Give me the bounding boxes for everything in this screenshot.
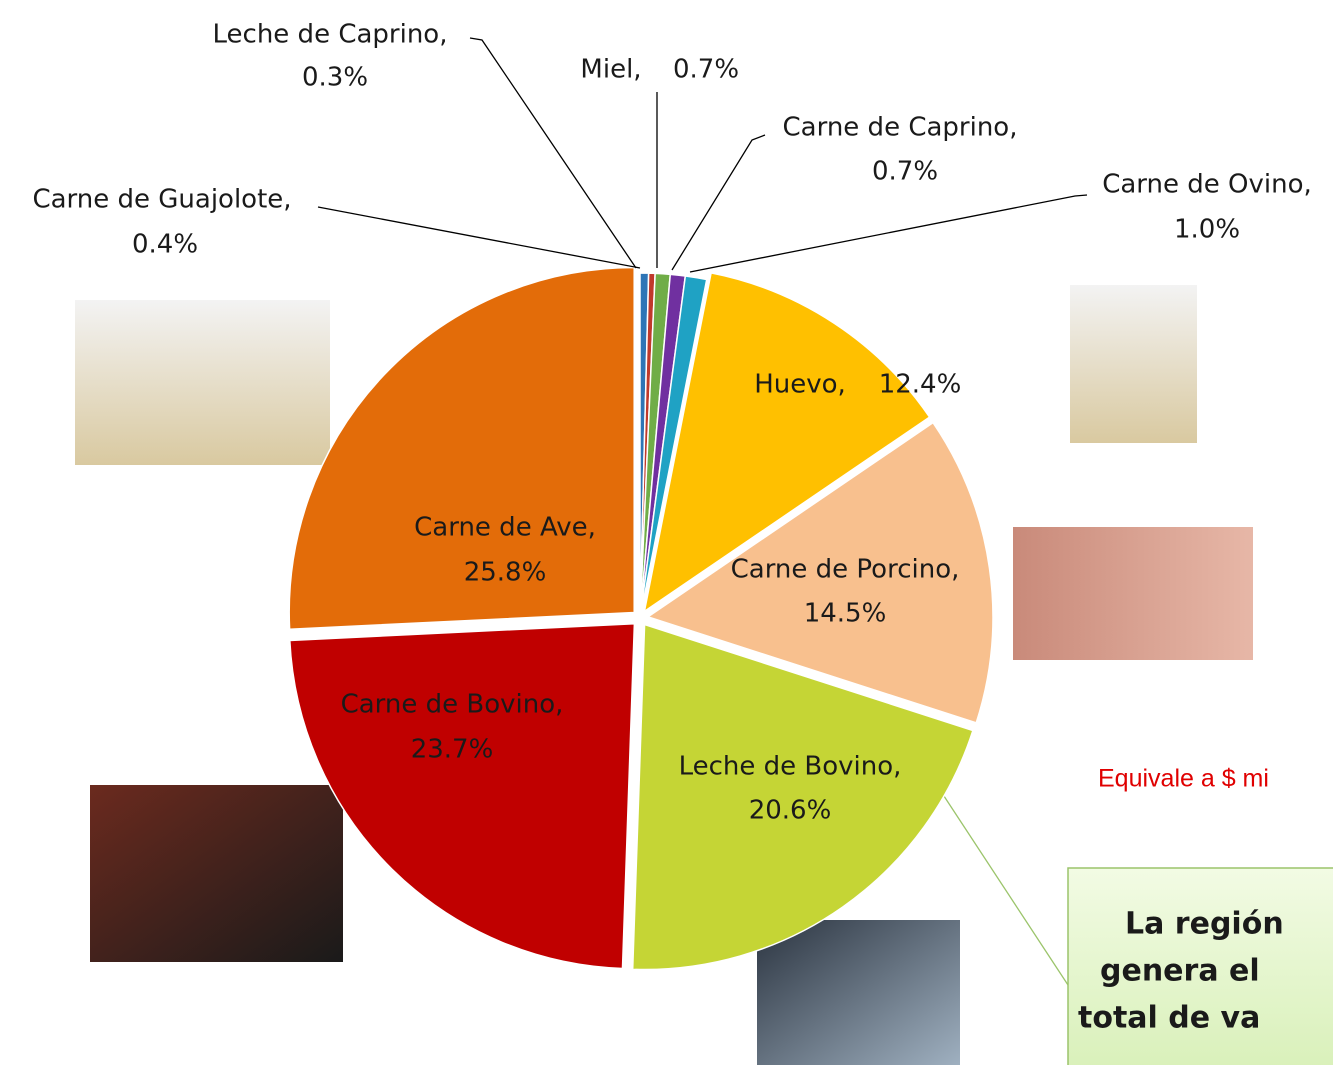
photo	[1013, 527, 1253, 660]
leader-line	[671, 134, 766, 271]
slice-label: Carne de Ave,	[414, 513, 596, 543]
pie-slice	[289, 622, 636, 970]
slice-value: 0.4%	[132, 230, 198, 260]
slice-label: Huevo,	[754, 370, 846, 400]
pie	[288, 266, 994, 971]
slice-value: 12.4%	[879, 370, 962, 400]
slice-value: 20.6%	[749, 796, 832, 826]
photo	[90, 785, 343, 962]
photo	[75, 300, 330, 465]
callout-leader	[939, 789, 1069, 986]
slice-label: Carne de Bovino,	[341, 690, 564, 720]
pie-slice	[646, 421, 994, 724]
callout-box	[1067, 867, 1333, 1065]
slice-value: 23.7%	[411, 735, 494, 765]
slice-value: 0.7%	[872, 157, 938, 187]
slice-label: Carne de Guajolote,	[32, 185, 291, 215]
pie-slice	[643, 271, 931, 613]
slice-value: 14.5%	[804, 599, 887, 629]
slice-value: 1.0%	[1174, 215, 1240, 245]
slice-label: Leche de Bovino,	[679, 752, 902, 782]
slice-label: Leche de Caprino,	[213, 20, 448, 50]
pie-slice	[639, 275, 708, 619]
callout-text: total de va	[1078, 1001, 1260, 1036]
callout-text: La región	[1125, 907, 1284, 942]
slice-label: Carne de Ovino,	[1102, 170, 1312, 200]
leader-line	[689, 194, 1088, 273]
photo	[757, 920, 960, 1065]
slice-value: 0.3%	[302, 63, 368, 93]
slice-value: 25.8%	[464, 558, 547, 588]
leader-line	[317, 206, 641, 269]
callout-text: genera el	[1100, 954, 1260, 989]
annotation: Equivale a $ mi	[1098, 765, 1269, 793]
slice-label: Carne de Porcino,	[731, 555, 960, 585]
photo	[1070, 285, 1197, 443]
slice-value: 0.7%	[673, 55, 739, 85]
leader-line	[469, 37, 637, 269]
pie-slice	[631, 623, 974, 971]
pie-slice	[288, 266, 635, 631]
slice-label: Miel,	[580, 55, 641, 85]
slice-label: Carne de Caprino,	[783, 113, 1018, 143]
